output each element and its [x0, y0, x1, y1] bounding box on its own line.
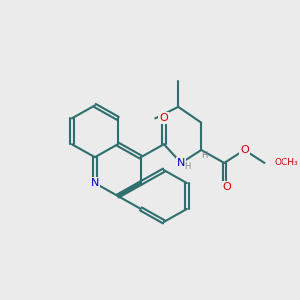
Text: O: O [160, 113, 168, 123]
Text: H: H [184, 162, 191, 171]
Text: OCH₃: OCH₃ [274, 158, 298, 167]
Text: N: N [91, 178, 99, 188]
Text: O: O [240, 145, 249, 155]
Text: H: H [202, 151, 208, 160]
Text: N: N [177, 158, 185, 168]
Text: O: O [223, 182, 232, 192]
